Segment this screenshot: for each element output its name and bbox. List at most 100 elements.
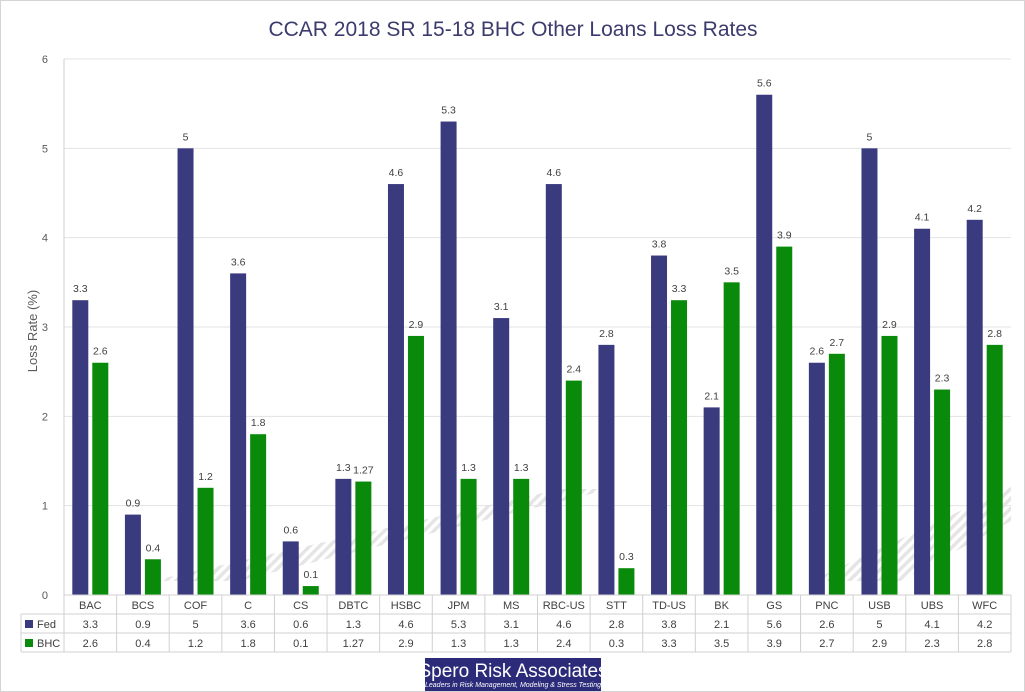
data-label-bhc: 0.3 [619, 551, 634, 563]
data-label-fed: 2.6 [810, 346, 825, 358]
brand-name: Spero Risk Associates [418, 661, 607, 682]
bar-fed-wfc [966, 219, 983, 596]
data-label-fed: 0.6 [283, 524, 298, 536]
table-cell-bhc: 0.1 [293, 638, 308, 650]
table-cell-bhc: 1.8 [240, 638, 255, 650]
y-tick-label: 6 [42, 54, 48, 66]
bar-bhc-c [250, 434, 267, 595]
table-cell-fed: 0.6 [293, 619, 308, 631]
table-cell-bhc: 2.3 [924, 638, 939, 650]
x-tick-label: WFC [972, 600, 997, 612]
bar-fed-dbtc [335, 478, 352, 595]
table-cell-fed: 3.1 [504, 619, 519, 631]
bar-bhc-bcs [144, 559, 161, 595]
data-label-fed: 3.1 [494, 301, 509, 313]
data-label-bhc: 0.1 [303, 569, 318, 581]
x-tick-label: CS [293, 600, 308, 612]
brand-tagline: Leaders in Risk Management, Modeling & S… [425, 682, 601, 689]
x-tick-label: RBC-US [543, 600, 585, 612]
bar-fed-ms [493, 318, 510, 595]
bar-bhc-ms [513, 478, 530, 595]
table-cell-bhc: 1.3 [504, 638, 519, 650]
table-cell-fed: 5 [192, 619, 198, 631]
data-label-bhc: 2.4 [567, 364, 582, 376]
table-cell-fed: 1.3 [346, 619, 361, 631]
bar-fed-jpm [440, 121, 457, 596]
data-label-bhc: 1.27 [353, 465, 374, 477]
data-label-bhc: 2.6 [93, 346, 108, 358]
data-label-fed: 5.6 [757, 78, 772, 90]
table-cell-bhc: 2.8 [977, 638, 992, 650]
data-table: BAC BCS COF C CS DBTC HSBC JPM MS RBC-US STT TD-US B… [20, 594, 1012, 653]
data-label-bhc: 2.3 [935, 373, 950, 385]
bar-fed-ubs [914, 228, 931, 595]
data-label-fed: 3.3 [73, 283, 88, 295]
bar-bhc-td-us [671, 300, 688, 595]
table-cell-fed: 2.8 [609, 619, 624, 631]
data-label-fed: 5 [867, 131, 873, 143]
x-tick-label: USB [868, 600, 891, 612]
y-tick-label: 0 [42, 590, 48, 602]
chart-title: CCAR 2018 SR 15-18 BHC Other Loans Loss … [268, 18, 757, 41]
bar-bhc-jpm [460, 478, 477, 595]
legend-label-fed: Fed [37, 619, 56, 631]
bar-fed-rbc-us [545, 184, 562, 596]
data-label-bhc: 3.3 [672, 283, 687, 295]
data-label-fed: 0.9 [126, 498, 141, 510]
data-label-bhc: 1.8 [251, 417, 266, 429]
x-tick-label: BCS [132, 600, 155, 612]
x-tick-label: BAC [79, 600, 102, 612]
table-cell-bhc: 2.4 [556, 638, 571, 650]
bar-bhc-gs [776, 246, 793, 595]
bar-fed-usb [861, 148, 878, 596]
data-label-bhc: 2.9 [409, 319, 424, 331]
x-tick-label: C [244, 600, 252, 612]
data-label-bhc: 0.4 [146, 542, 161, 554]
data-label-bhc: 3.5 [724, 265, 739, 277]
data-label-bhc: 1.3 [461, 462, 476, 474]
bar-bhc-rbc-us [565, 380, 582, 595]
bar-fed-pnc [808, 362, 825, 595]
bars [72, 94, 1003, 596]
bar-fed-c [230, 273, 247, 595]
table-cell-bhc: 2.7 [819, 638, 834, 650]
bar-fed-td-us [651, 255, 668, 596]
x-tick-label: PNC [815, 600, 838, 612]
bar-fed-bac [72, 300, 89, 595]
bar-bhc-bac [92, 362, 109, 595]
y-axis-label: Loss Rate (%) [25, 290, 40, 372]
data-label-bhc: 1.3 [514, 462, 529, 474]
y-tick-label: 5 [42, 143, 48, 155]
data-label-bhc: 2.8 [987, 328, 1002, 340]
legend-swatch-fed [25, 620, 33, 628]
data-label-fed: 4.2 [967, 203, 982, 215]
table-cell-fed: 4.6 [556, 619, 571, 631]
table-cell-bhc: 3.3 [661, 638, 676, 650]
x-tick-label: COF [184, 600, 208, 612]
table-cell-bhc: 2.9 [872, 638, 887, 650]
table-cell-bhc: 1.27 [343, 638, 364, 650]
data-label-bhc: 3.9 [777, 230, 792, 242]
data-label-fed: 3.6 [231, 256, 246, 268]
table-cell-bhc: 3.9 [767, 638, 782, 650]
bar-bhc-pnc [828, 353, 845, 595]
x-tick-label: STT [606, 600, 627, 612]
table-cell-fed: 3.3 [83, 619, 98, 631]
data-label-bhc: 2.7 [830, 337, 845, 349]
x-tick-label: BK [714, 600, 729, 612]
data-label-fed: 4.6 [389, 167, 404, 179]
table-cell-fed: 3.8 [661, 619, 676, 631]
bar-bhc-dbtc [355, 481, 372, 595]
x-tick-label: HSBC [391, 600, 422, 612]
data-label-fed: 4.1 [915, 212, 930, 224]
data-label-bhc: 2.9 [882, 319, 897, 331]
x-tick-label: JPM [448, 600, 470, 612]
y-tick-label: 1 [42, 501, 48, 513]
legend-label-bhc: BHC [37, 638, 60, 650]
data-label-fed: 2.8 [599, 328, 614, 340]
data-label-fed: 5.3 [441, 105, 456, 117]
data-label-fed: 3.8 [652, 239, 667, 251]
bar-bhc-cof [197, 487, 214, 595]
table-cell-bhc: 1.3 [451, 638, 466, 650]
